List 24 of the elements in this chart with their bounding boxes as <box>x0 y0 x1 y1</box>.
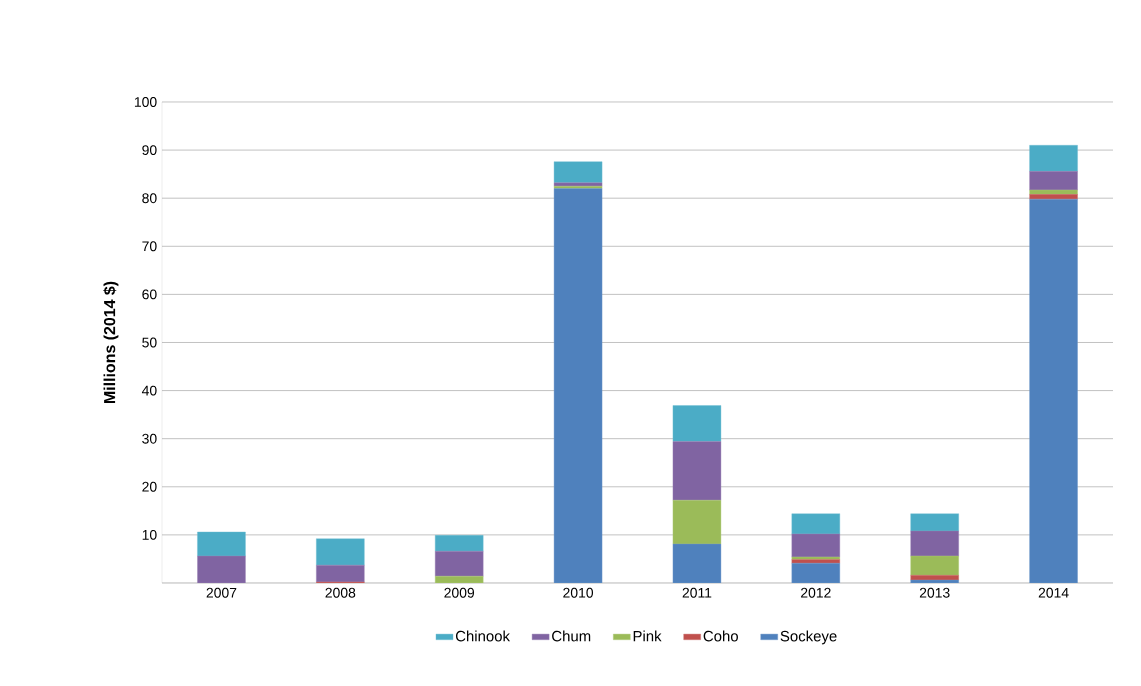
x-tick-label: 2007 <box>206 587 237 598</box>
y-tick-label: 80 <box>142 193 157 204</box>
x-tick-label: 2011 <box>682 587 712 598</box>
x-tick-label: 2013 <box>919 587 950 598</box>
x-tick-label: 2010 <box>563 587 594 598</box>
x-tick-label: 2008 <box>325 587 356 598</box>
legend-label: Pink <box>633 630 662 642</box>
y-tick-label: 60 <box>142 289 157 300</box>
legend-label: Chinook <box>455 630 510 642</box>
y-axis-title: Millions (2014 $) <box>103 281 119 403</box>
y-tick-label: 10 <box>142 529 157 540</box>
legend-label: Coho <box>703 630 738 642</box>
y-tick-label: 30 <box>142 433 157 444</box>
y-tick-label: 100 <box>134 97 157 107</box>
legend-label: Chum <box>552 630 591 642</box>
y-tick-label: 70 <box>142 241 157 252</box>
x-tick-label: 2014 <box>1038 587 1069 598</box>
legend-label: Sockeye <box>780 630 837 645</box>
x-tick-label: 2009 <box>444 587 475 598</box>
x-tick-label: 2012 <box>801 587 831 598</box>
y-tick-label: 20 <box>142 481 157 492</box>
y-tick-label: 90 <box>142 145 157 156</box>
y-tick-label: 50 <box>142 337 157 348</box>
y-tick-label: 40 <box>141 385 157 396</box>
